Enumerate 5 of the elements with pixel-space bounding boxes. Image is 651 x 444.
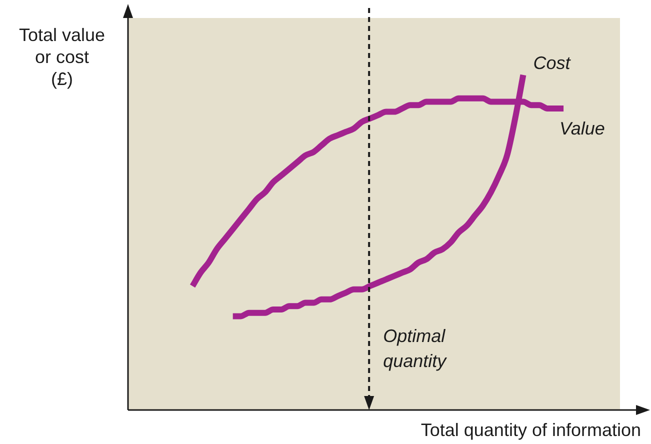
series-label: Value <box>560 118 605 138</box>
y-axis-title: Total value or cost (£) <box>18 24 106 90</box>
x-axis-title: Total quantity of information <box>420 420 641 441</box>
series-label: Cost <box>533 52 572 73</box>
annotation: Optimal quantity <box>383 326 448 371</box>
